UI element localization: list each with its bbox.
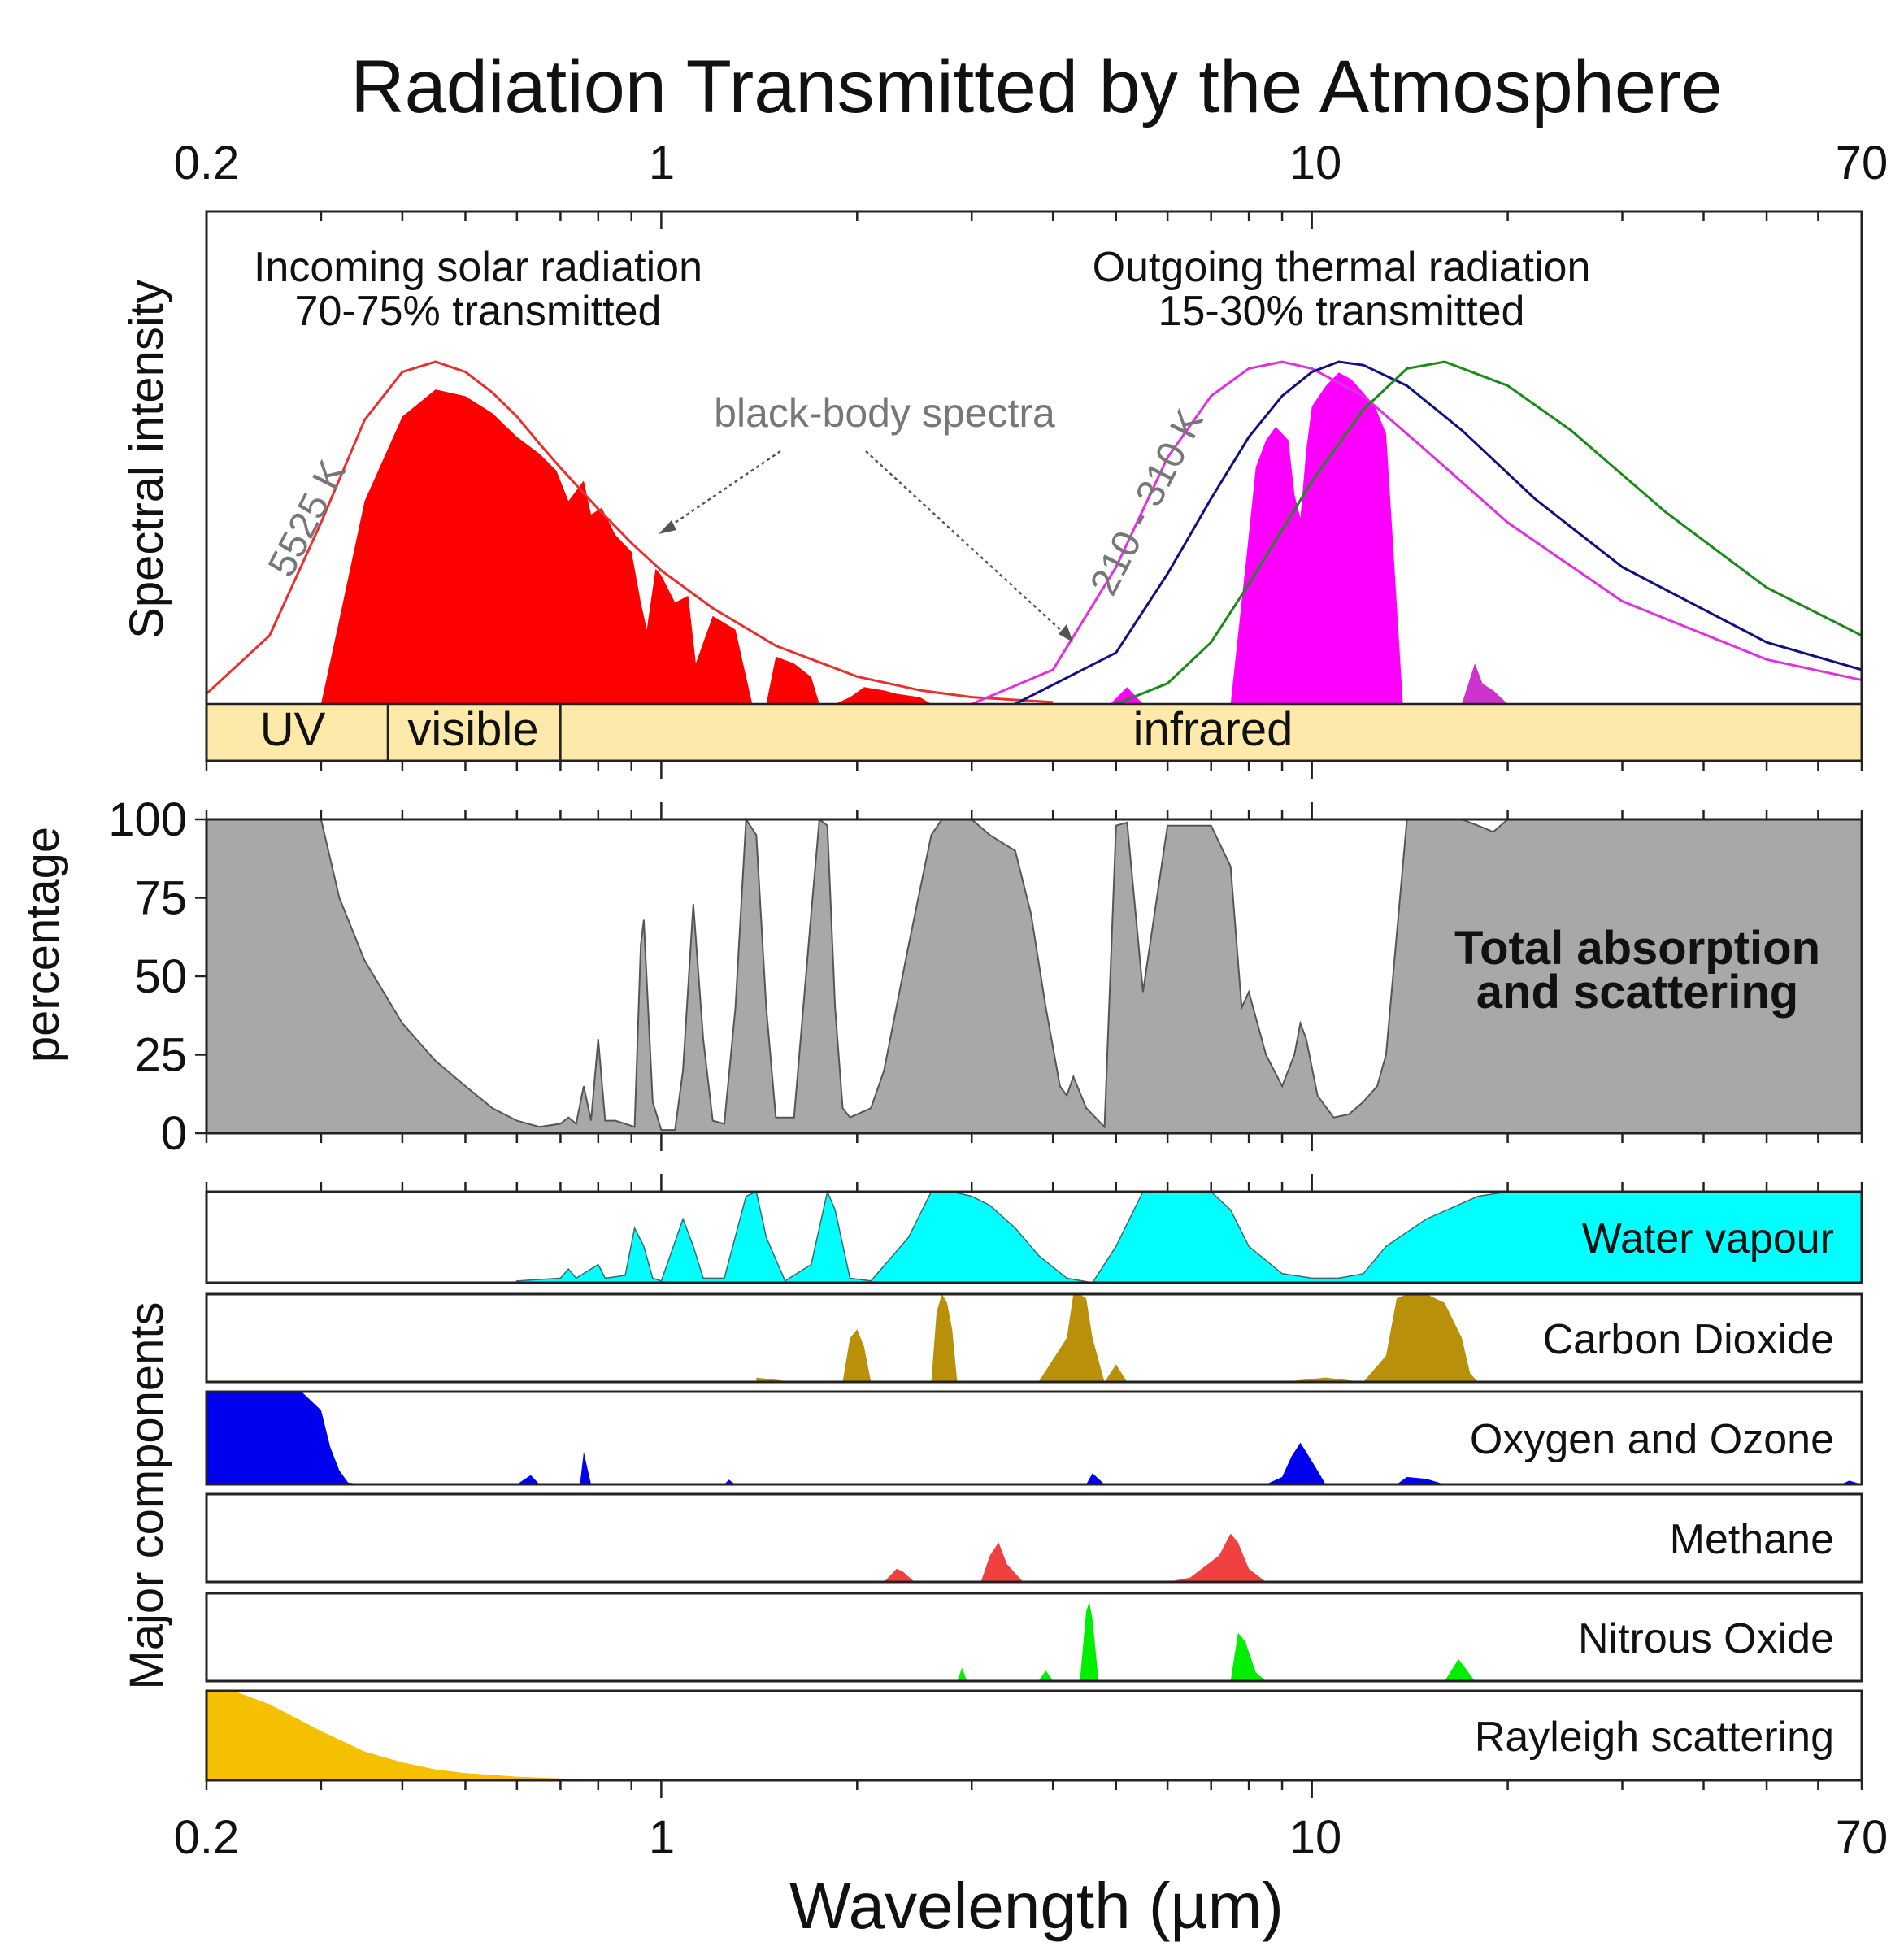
carbon-dioxide-row-frame — [205, 1292, 1863, 1384]
nitrous-oxide-label: Nitrous Oxide — [1578, 1615, 1834, 1662]
solar-blackbody-curve — [205, 360, 1054, 704]
top-tick-label-1: 1 — [649, 137, 675, 189]
spectral-panel — [205, 210, 1863, 779]
bottom-tick-label-2: 10 — [1289, 1811, 1342, 1864]
carbon-dioxide-row-bg — [206, 1294, 1862, 1382]
nitrous-oxide-row-bg — [206, 1593, 1862, 1681]
chart-title: Radiation Transmitted by the Atmosphere — [350, 46, 1723, 128]
absorption-area — [206, 816, 1863, 1134]
methane-row-bg — [206, 1494, 1862, 1582]
methane-label: Methane — [1670, 1516, 1834, 1563]
oxygen-and-ozone-label: Oxygen and Ozone — [1470, 1416, 1834, 1463]
bottom-tick-label-1: 1 — [649, 1811, 675, 1864]
absorption-label-line2: and scattering — [1476, 966, 1798, 1019]
band-label-visible: visible — [407, 703, 538, 756]
thermal-blackbody-curve-0 — [971, 360, 1863, 706]
rayleigh-scattering-row-frame — [205, 1689, 1863, 1782]
oxygen-and-ozone-row-frame — [205, 1390, 1863, 1486]
water-vapour-label: Water vapour — [1582, 1215, 1834, 1262]
y-tick-label-50: 50 — [134, 950, 187, 1003]
top-tick-label-0: 0.2 — [174, 137, 240, 189]
bottom-tick-label-3: 70 — [1836, 1811, 1889, 1864]
rayleigh-scattering-row-bg — [206, 1691, 1862, 1780]
blackbody-arrowhead-thermal — [1059, 624, 1073, 642]
blackbody-label: black-body spectra — [714, 390, 1055, 436]
carbon-dioxide-label: Carbon Dioxide — [1543, 1316, 1834, 1363]
thermal-bump-5um — [1110, 687, 1143, 704]
water-vapour-row-frame — [205, 1190, 1863, 1284]
absorption-panel: 0 25 50 75 100 — [108, 793, 1863, 1160]
absorption-ylabel: percentage — [16, 827, 69, 1062]
y-tick-label-75: 75 — [134, 872, 187, 925]
bottom-tick-label-0: 0.2 — [174, 1811, 240, 1864]
band-UV-box — [205, 702, 389, 762]
components-ylabel: Major components — [120, 1301, 173, 1689]
outgoing-subtitle: 15-30% transmitted — [1158, 288, 1525, 335]
y-tick-label-25: 25 — [134, 1029, 187, 1082]
spectral-frame — [205, 210, 1863, 762]
band-label-infrared: infrared — [1133, 703, 1293, 756]
band-label-uv: UV — [260, 703, 326, 756]
y-tick-label-0: 0 — [161, 1107, 187, 1160]
oxygen-and-ozone-row-bg — [206, 1392, 1862, 1484]
top-tick-label-3: 70 — [1836, 137, 1889, 189]
methane-area — [884, 1533, 1267, 1582]
blackbody-arrowhead-solar — [659, 520, 676, 534]
thermal-blackbody-curve-1 — [1015, 360, 1863, 706]
thermal-bump-18um — [1462, 663, 1508, 704]
incoming-subtitle: 70-75% transmitted — [295, 288, 662, 335]
incoming-title: Incoming solar radiation — [254, 244, 702, 291]
rayleigh-scattering-label: Rayleigh scattering — [1475, 1714, 1834, 1761]
carbon-dioxide-area — [756, 1294, 1478, 1382]
rayleigh-scattering-area — [206, 1691, 662, 1780]
thermal-blackbody-curve-2 — [1115, 360, 1863, 706]
thermal-transmitted-area — [1230, 372, 1403, 704]
components-panel: Water vapour Carbon Dioxide Oxygen and Ozo… — [205, 1174, 1863, 1798]
outgoing-title: Outgoing thermal radiation — [1093, 244, 1591, 291]
spectral-ylabel: Spectral intensity — [120, 280, 173, 639]
y-tick-label-100: 100 — [108, 793, 187, 846]
top-tick-label-2: 10 — [1289, 137, 1342, 189]
nitrous-oxide-area — [957, 1601, 1476, 1681]
methane-row-frame — [205, 1492, 1863, 1584]
solar-transmitted-area — [320, 389, 932, 704]
x-axis-label: Wavelength (µm) — [789, 1870, 1284, 1942]
nitrous-oxide-row-frame — [205, 1592, 1863, 1683]
absorption-label-line1: Total absorption — [1454, 922, 1820, 975]
